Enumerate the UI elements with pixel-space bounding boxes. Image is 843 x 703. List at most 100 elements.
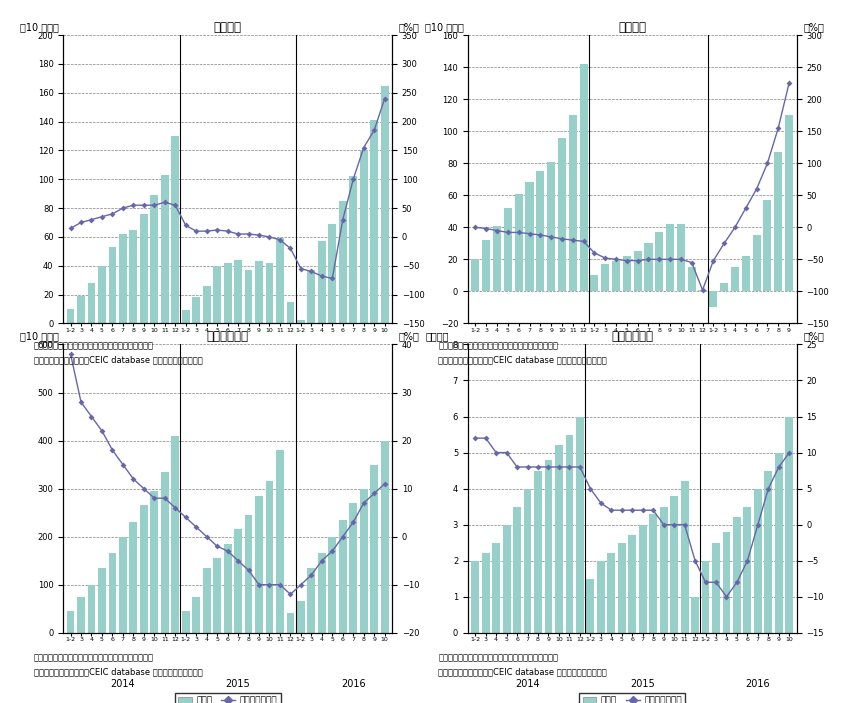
Bar (287, 302, 294, 323)
Bar (731, 267, 739, 291)
Text: 2016: 2016 (341, 679, 366, 689)
Bar (670, 496, 678, 633)
Legend: 利益額, 伸び率（右軸）: 利益額, 伸び率（右軸） (579, 383, 685, 399)
Bar (525, 183, 534, 291)
Bar (493, 226, 501, 291)
Bar (534, 470, 542, 633)
Bar (276, 450, 284, 633)
Bar (569, 115, 577, 291)
Text: （10 億元）: （10 億元） (20, 332, 59, 342)
Text: （兆元）: （兆元） (425, 332, 448, 342)
Bar (623, 256, 631, 291)
Bar (244, 515, 252, 633)
Bar (677, 224, 685, 291)
Text: 資料：中国国家統計局、CEIC database から経済産業省作成。: 資料：中国国家統計局、CEIC database から経済産業省作成。 (438, 355, 607, 364)
Bar (524, 489, 531, 633)
Text: 2014: 2014 (518, 370, 542, 380)
Bar (608, 553, 615, 633)
Bar (223, 263, 232, 323)
Title: （石芭）: （石芭） (618, 21, 647, 34)
Bar (639, 524, 647, 633)
Text: 2014: 2014 (110, 370, 135, 380)
Bar (742, 256, 750, 291)
Bar (287, 614, 294, 633)
Bar (774, 152, 782, 291)
Bar (660, 507, 668, 633)
Bar (339, 520, 346, 633)
Bar (712, 543, 720, 633)
Bar (130, 230, 137, 323)
Text: 資料：中国国家統計局、CEIC database から経済産業省作成。: 資料：中国国家統計局、CEIC database から経済産業省作成。 (34, 668, 202, 677)
Bar (308, 568, 315, 633)
Bar (502, 524, 511, 633)
Bar (192, 297, 200, 323)
Text: 2016: 2016 (745, 679, 771, 689)
Bar (360, 150, 368, 323)
Bar (558, 138, 566, 291)
Text: 2015: 2015 (226, 679, 250, 689)
Bar (349, 503, 357, 633)
Bar (754, 489, 762, 633)
Bar (88, 585, 95, 633)
Text: 備考：業種別利益については年初来累計値のみ公表。: 備考：業種別利益については年初来累計値のみ公表。 (438, 341, 558, 350)
Bar (381, 441, 389, 633)
Bar (504, 208, 512, 291)
Bar (481, 553, 490, 633)
Text: （%）: （%） (399, 332, 420, 342)
Bar (576, 416, 584, 633)
Bar (98, 266, 106, 323)
Bar (722, 531, 730, 633)
Bar (182, 311, 190, 323)
Bar (276, 238, 284, 323)
Bar (329, 224, 336, 323)
Text: 2015: 2015 (226, 370, 250, 380)
Bar (297, 321, 305, 323)
Bar (618, 543, 626, 633)
Bar (513, 507, 521, 633)
Bar (545, 460, 552, 633)
Bar (536, 172, 545, 291)
Bar (318, 553, 325, 633)
Bar (130, 522, 137, 633)
Bar (255, 496, 263, 633)
Bar (482, 240, 491, 291)
Bar (119, 234, 126, 323)
Bar (634, 251, 642, 291)
Bar (680, 482, 689, 633)
Bar (339, 201, 346, 323)
Bar (785, 115, 793, 291)
Bar (601, 264, 609, 291)
Bar (297, 602, 305, 633)
Bar (370, 465, 379, 633)
Text: 2015: 2015 (636, 370, 661, 380)
Legend: 利益額, 伸び率（右軸）: 利益額, 伸び率（右軸） (175, 692, 281, 703)
Bar (308, 270, 315, 323)
Bar (764, 200, 771, 291)
Title: （鱄銅）: （鱄銅） (213, 21, 242, 34)
Bar (109, 247, 116, 323)
Text: 備考：業種別利益については年初来累計値のみ公表。: 備考：業種別利益については年初来累計値のみ公表。 (438, 654, 558, 663)
Bar (223, 544, 232, 633)
Bar (140, 214, 148, 323)
Bar (119, 536, 126, 633)
Text: （10 億元）: （10 億元） (20, 22, 59, 32)
Bar (514, 193, 523, 291)
Bar (77, 597, 85, 633)
Bar (644, 243, 652, 291)
Bar (381, 86, 389, 323)
Bar (234, 260, 242, 323)
Bar (709, 291, 717, 307)
Bar (587, 579, 594, 633)
Bar (203, 568, 211, 633)
Bar (720, 283, 728, 291)
Bar (349, 176, 357, 323)
Bar (655, 232, 663, 291)
Bar (765, 470, 772, 633)
Bar (566, 434, 573, 633)
Bar (775, 453, 783, 633)
Bar (140, 505, 148, 633)
Bar (579, 64, 588, 291)
Bar (67, 309, 74, 323)
Text: （%）: （%） (803, 22, 824, 32)
Text: 備考：業種別利益については年初来累計値のみ公表。: 備考：業種別利益については年初来累計値のみ公表。 (34, 341, 153, 350)
